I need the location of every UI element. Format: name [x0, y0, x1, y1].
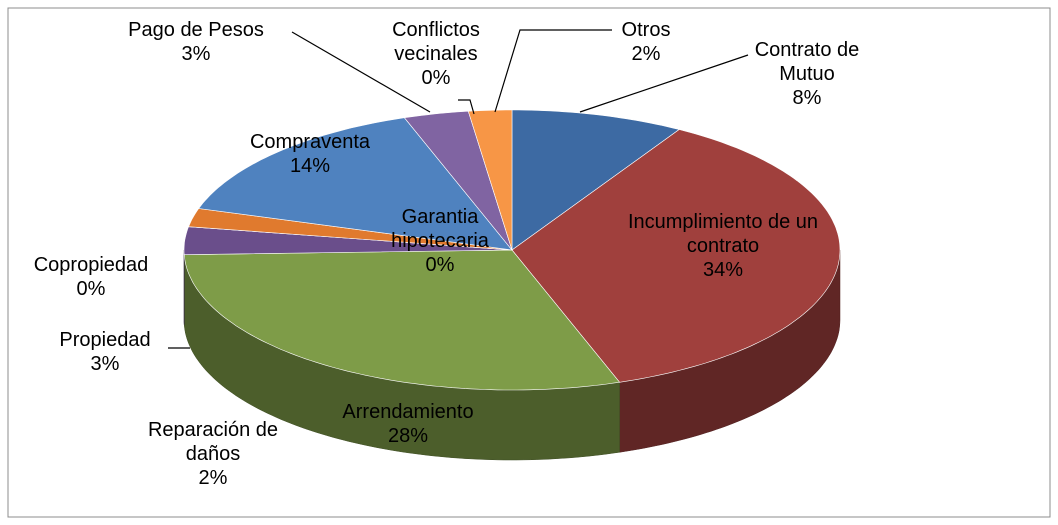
- category-label: Otros: [621, 19, 671, 41]
- category-label: Propiedad: [59, 329, 151, 351]
- category-label: Garantia hipotecaria: [391, 206, 489, 252]
- leader-line: [458, 99, 475, 115]
- category-label: Compraventa: [249, 131, 371, 153]
- data-label: Arrendamiento 28%: [308, 400, 508, 448]
- data-label: Compraventa 14%: [225, 130, 395, 178]
- value-label: 3%: [181, 43, 211, 65]
- category-label: Contrato de Mutuo: [754, 39, 860, 85]
- value-label: 0%: [76, 278, 106, 300]
- value-label: 8%: [792, 87, 822, 109]
- data-label: Incumplimiento de un contrato 34%: [608, 210, 838, 282]
- category-label: Pago de Pesos: [128, 19, 264, 41]
- pie-slice: [467, 109, 513, 251]
- pie-slice: [183, 249, 621, 391]
- leader-lines: [168, 29, 749, 349]
- pie-slice: [183, 226, 513, 256]
- value-label: 0%: [425, 254, 455, 276]
- pie-slice: [188, 208, 513, 251]
- data-label: Otros 2%: [606, 18, 686, 66]
- pie-slice: [403, 110, 513, 251]
- category-label: Copropiedad: [33, 254, 149, 276]
- leader-line: [579, 54, 749, 113]
- data-label: Copropiedad 0%: [11, 253, 171, 301]
- category-label: Reparación de daños: [147, 419, 279, 465]
- data-label: Garantia hipotecaria 0%: [375, 205, 505, 277]
- pie-slice: [511, 109, 680, 251]
- category-label: Incumplimiento de un contrato: [627, 211, 819, 257]
- value-label: 3%: [90, 353, 120, 375]
- data-label: Reparación de daños 2%: [123, 418, 303, 490]
- data-label: Pago de Pesos 3%: [96, 18, 296, 66]
- value-label: 14%: [289, 155, 331, 177]
- value-label: 2%: [198, 467, 228, 489]
- value-label: 34%: [702, 259, 744, 281]
- data-label: Conflictos vecinales 0%: [376, 18, 496, 90]
- value-label: 0%: [421, 67, 451, 89]
- category-label: Arrendamiento: [342, 401, 474, 423]
- leader-line: [494, 29, 612, 113]
- data-label: Propiedad 3%: [40, 328, 170, 376]
- value-label: 2%: [631, 43, 661, 65]
- pie-slice: [511, 129, 841, 383]
- pie-tops: [183, 109, 841, 391]
- data-label: Contrato de Mutuo 8%: [732, 38, 882, 110]
- leader-line: [291, 31, 431, 113]
- value-label: 28%: [387, 425, 429, 447]
- category-label: Conflictos vecinales: [392, 19, 480, 65]
- pie-slice: [198, 117, 513, 251]
